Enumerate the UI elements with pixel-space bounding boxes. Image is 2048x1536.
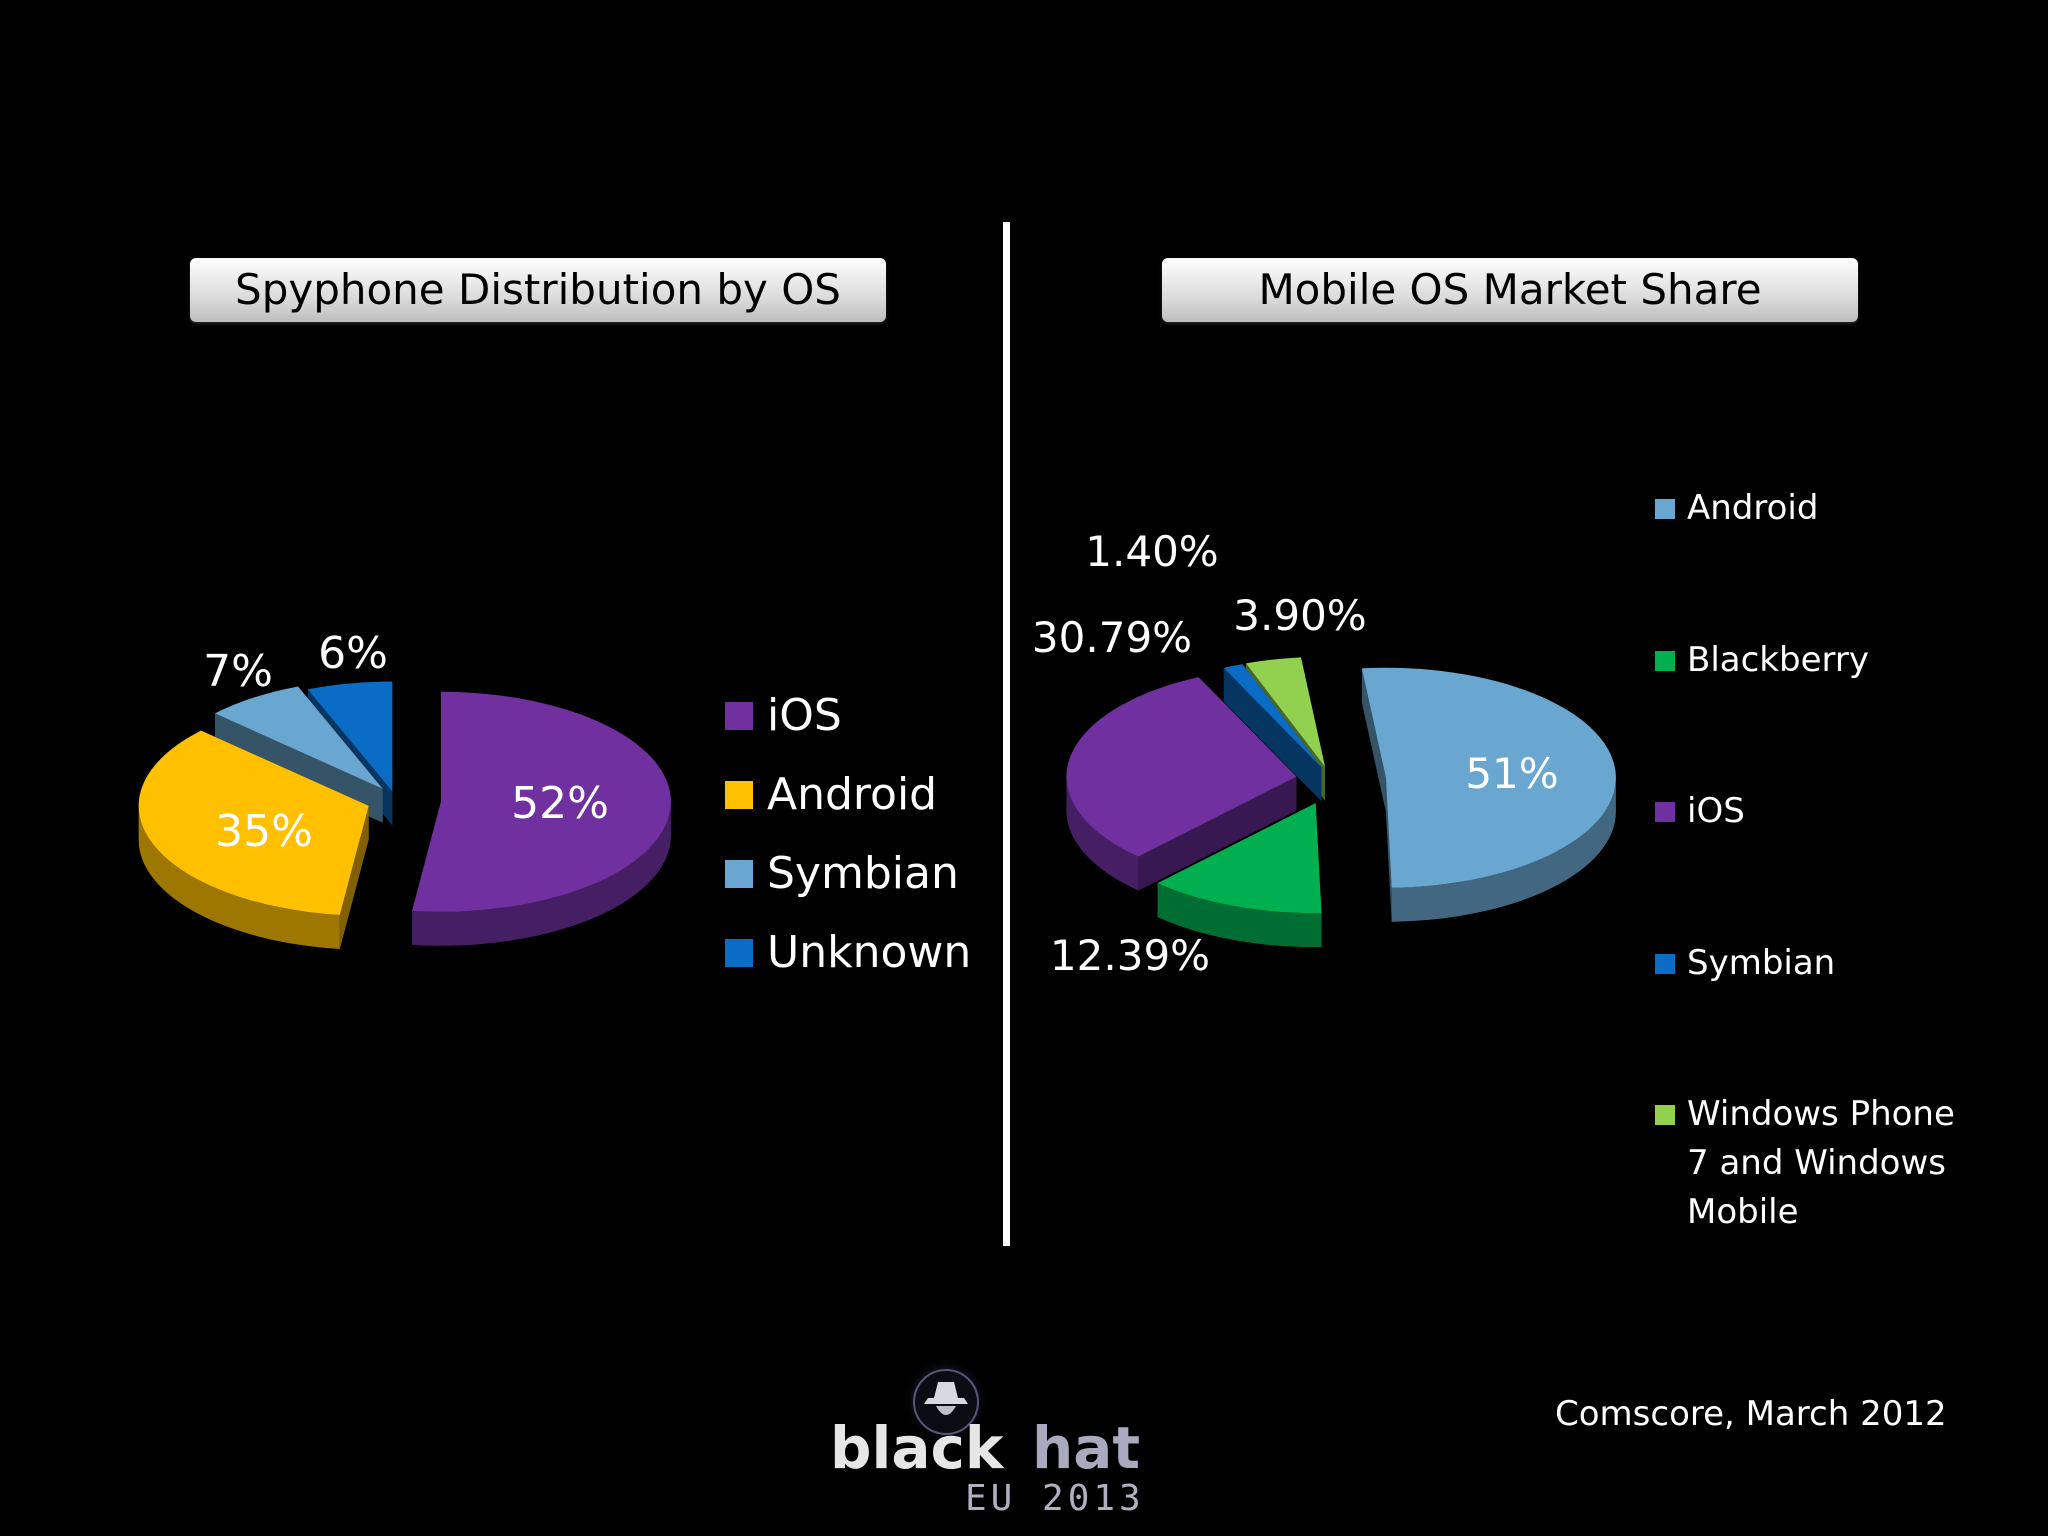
pie-slice-ios (412, 691, 671, 946)
legend-swatch (1655, 651, 1675, 671)
legend-label: Windows Phone 7 and Windows Mobile (1687, 1094, 1955, 1232)
left-chart-title: Spyphone Distribution by OS (190, 258, 886, 322)
legend-item-android: Android (725, 769, 937, 821)
legend-swatch (1655, 802, 1675, 822)
data-label: 3.90% (1233, 591, 1366, 640)
divider (1003, 222, 1010, 1246)
hat-icon (924, 1382, 968, 1404)
data-label: 35% (215, 806, 313, 857)
slice-wall (339, 805, 369, 950)
pie-slice-android (138, 730, 369, 950)
slice-top (214, 686, 383, 789)
legend-item-unknown: Unknown (725, 927, 971, 979)
pie-slice-blackberry (1157, 803, 1322, 948)
slice-side (1066, 776, 1139, 891)
legend-label: Symbian (767, 848, 959, 899)
legend-item-symbian: Symbian (725, 848, 959, 900)
slice-top (1157, 803, 1322, 914)
legend-item-symbian: Symbian (1655, 939, 1835, 988)
legend-label: Blackberry (1687, 640, 1869, 680)
right-chart-legend: Android Blackberry iOS Symbian Windows P… (1655, 484, 2035, 1244)
pie-slice-symbian (1223, 664, 1322, 802)
slice-top (1223, 664, 1322, 768)
data-label: 12.39% (1050, 931, 1210, 980)
logo-event: EU 2013 (965, 1478, 1145, 1519)
slice-side (1391, 777, 1616, 922)
legend-item-ios: iOS (725, 690, 842, 742)
legend-swatch (1655, 1105, 1675, 1125)
slice-side (138, 805, 340, 950)
data-label: 7% (203, 646, 273, 697)
legend-swatch (725, 781, 753, 809)
legend-swatch (725, 702, 753, 730)
legend-item-android: Android (1655, 484, 1818, 533)
data-label: 51% (1465, 749, 1558, 798)
data-label: 6% (318, 628, 388, 679)
spyphone-pie-chart: 52% 35% 7% 6% (138, 628, 671, 950)
data-label: 1.40% (1085, 527, 1218, 576)
legend-label: Android (767, 769, 938, 820)
slice-wall (1361, 668, 1386, 812)
pie-slice-ios (1066, 677, 1297, 891)
spy-face-icon (936, 1406, 956, 1415)
slice-side (1157, 883, 1322, 948)
legend-item-ios: iOS (1655, 787, 1745, 836)
logo-word-black: black (830, 1414, 1005, 1482)
data-label: 52% (511, 778, 609, 829)
legend-label: Android (1687, 488, 1819, 528)
slice-top (1361, 667, 1616, 888)
source-note: Comscore, March 2012 (1555, 1394, 1947, 1434)
right-chart-title: Mobile OS Market Share (1162, 258, 1858, 322)
slice-top (1245, 657, 1326, 767)
slice-side (412, 801, 671, 946)
slice-wall (1385, 777, 1392, 922)
pie-slice-android (1361, 667, 1616, 922)
legend-swatch (725, 860, 753, 888)
legend-swatch (725, 939, 753, 967)
legend-swatch (1655, 954, 1675, 974)
legend-swatch (1655, 499, 1675, 519)
legend-label: Unknown (767, 927, 972, 978)
data-label: 30.79% (1032, 613, 1192, 662)
legend-label: Symbian (1687, 943, 1836, 983)
market-share-pie-chart: 51% 12.39% 30.79% 1.40% 3.90% (1032, 527, 1616, 980)
left-chart-legend: iOS Android Symbian Unknown (725, 690, 1025, 1010)
slice-wall (1138, 776, 1297, 891)
legend-label: iOS (1687, 791, 1745, 831)
slice-top (412, 691, 671, 912)
logo-word-hat: hat (1032, 1414, 1140, 1482)
blackhat-logo: black hat EU 2013 (830, 1360, 1145, 1519)
slice-top (138, 730, 369, 916)
slice-top (1066, 677, 1297, 857)
slice-top (307, 681, 393, 792)
legend-label: iOS (767, 690, 842, 741)
legend-item-blackberry: Blackberry (1655, 636, 1869, 685)
legend-item-windows: Windows Phone 7 and Windows Mobile (1655, 1090, 1987, 1237)
